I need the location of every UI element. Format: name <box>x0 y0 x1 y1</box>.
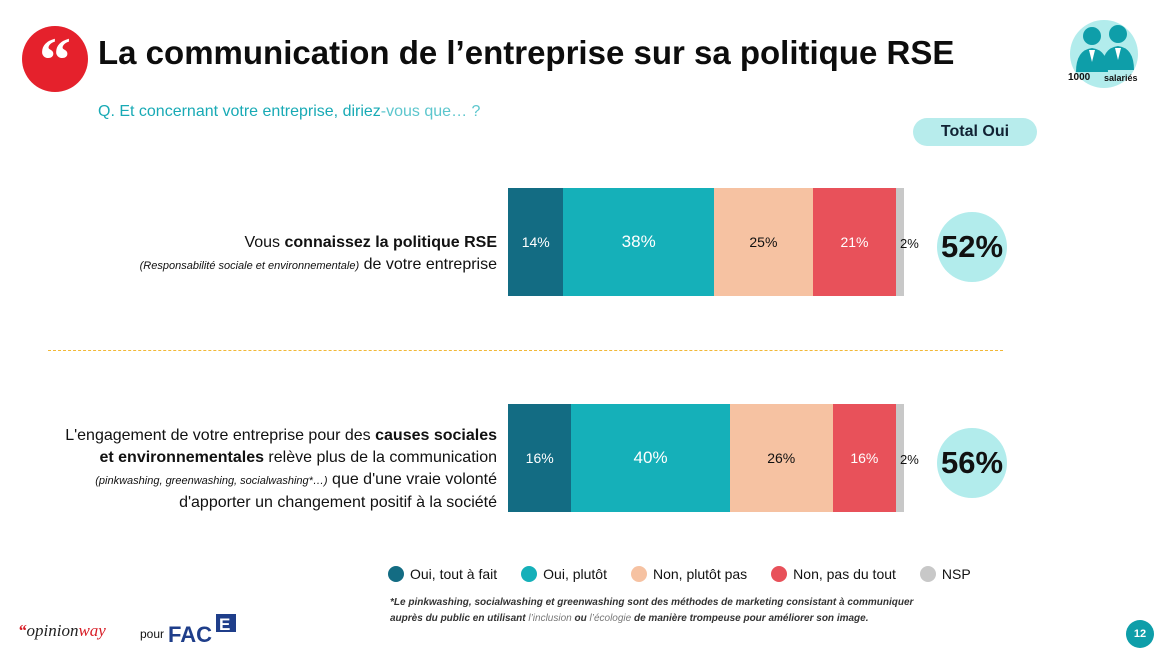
face-logo-box-letter: E <box>219 615 230 634</box>
people-icon <box>1070 20 1138 88</box>
legend-item: Oui, plutôt <box>521 566 607 582</box>
bar-segment-non-pas-du-tout: 21% <box>812 188 897 296</box>
legend-dot <box>771 566 788 582</box>
bar-segment-nsp <box>896 188 904 296</box>
total-oui-header: Total Oui <box>913 118 1037 146</box>
bar-segment-non-pas-du-tout: 16% <box>832 404 897 512</box>
legend-item: Oui, tout à fait <box>388 566 497 582</box>
sample-size: 1000 <box>1068 72 1091 83</box>
total-oui-row-2: 56% <box>937 428 1007 498</box>
bar-row-2: 16% 40% 26% 16% <box>508 404 904 512</box>
legend-dot <box>521 566 538 582</box>
face-logo: FAC E <box>168 614 236 646</box>
bar-segment-nsp <box>896 404 904 512</box>
face-logo-text: FAC <box>168 622 212 646</box>
legend: Oui, tout à fait Oui, plutôt Non, plutôt… <box>388 566 995 582</box>
nsp-value-row-1: 2% <box>900 236 919 251</box>
legend-dot <box>388 566 404 582</box>
row-2-label: L'engagement de votre entreprise pour de… <box>65 427 497 511</box>
footnote: *Le pinkwashing, socialwashing et greenw… <box>390 597 914 624</box>
bar-segment-oui-tout-a-fait: 16% <box>508 404 572 512</box>
question-text: Q. Et concernant votre entreprise, dirie… <box>98 103 481 120</box>
bar-segment-oui-tout-a-fait: 14% <box>508 188 564 296</box>
pour-text: pour <box>140 627 165 641</box>
page-title: La communication de l’entreprise sur sa … <box>98 34 955 71</box>
opinionway-logo: “opinionway <box>18 621 106 640</box>
total-oui-row-1: 52% <box>937 212 1007 282</box>
legend-item: NSP <box>919 566 971 582</box>
bar-segment-non-plutot-pas: 25% <box>713 188 813 296</box>
row-divider <box>48 350 1003 351</box>
legend-item: Non, pas du tout <box>771 566 896 582</box>
nsp-value-row-2: 2% <box>900 452 919 467</box>
quote-icon: “ <box>22 26 88 92</box>
legend-dot <box>919 566 936 582</box>
legend-dot <box>631 566 647 582</box>
bar-segment-non-plutot-pas: 26% <box>729 404 833 512</box>
bar-segment-oui-plutot: 40% <box>571 404 730 512</box>
row-1-label: Vous connaissez la politique RSE (Respon… <box>139 234 497 273</box>
bar-row-1: 14% 38% 25% 21% <box>508 188 904 296</box>
legend-item: Non, plutôt pas <box>631 566 747 582</box>
bar-segment-oui-plutot: 38% <box>563 188 714 296</box>
page-number: 12 <box>1126 620 1154 648</box>
sample-label: salariés <box>1104 73 1138 83</box>
